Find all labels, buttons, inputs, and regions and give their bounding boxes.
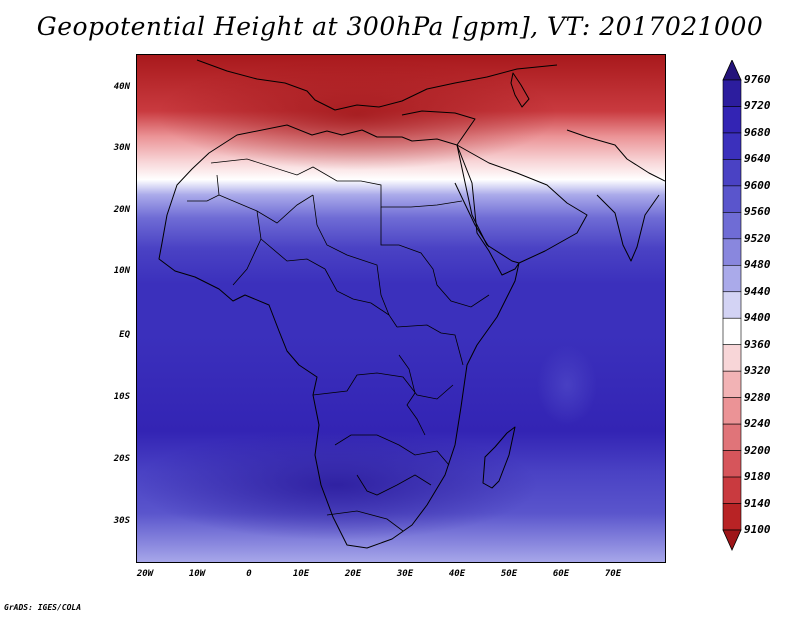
coastlines <box>158 59 665 549</box>
lon-tick-label: 60E <box>552 569 570 579</box>
colorbar-box <box>722 264 742 293</box>
geopotential-field <box>137 55 665 562</box>
credit-text: GrADS: IGES/COLA <box>4 603 82 612</box>
lon-tick-label: 0 <box>246 569 252 579</box>
lon-tick-label: 50E <box>500 569 518 579</box>
lat-tick-label: EQ <box>119 330 130 340</box>
lat-tick-label: 30N <box>113 143 130 153</box>
colorbar-box <box>722 291 742 319</box>
colorbar-label: 9360 <box>744 337 771 351</box>
colorbar-box <box>722 503 742 531</box>
lon-tick-label: 20E <box>344 569 362 579</box>
colorbar-cap-bottom <box>722 529 742 551</box>
colorbar-label: 9520 <box>744 231 771 245</box>
lat-tick-label: 10S <box>113 392 130 402</box>
colorbar-box <box>722 238 742 266</box>
colorbar <box>722 60 742 551</box>
colorbar-label: 9180 <box>744 470 771 484</box>
colorbar-cap-top <box>722 60 742 81</box>
colorbar-label: 9400 <box>744 311 771 325</box>
colorbar-label: 9600 <box>744 178 771 192</box>
colorbar-box <box>722 212 742 240</box>
colorbar-box <box>722 159 742 187</box>
lat-tick-label: 20S <box>113 454 130 464</box>
colorbar-box <box>722 132 742 160</box>
lat-tick-label: 10N <box>113 266 130 276</box>
colorbar-label: 9320 <box>744 364 771 378</box>
map-title: Geopotential Height at 300hPa [gpm], VT:… <box>36 12 764 41</box>
colorbar-box <box>722 185 742 213</box>
colorbar-label: 9560 <box>744 205 771 219</box>
lon-tick-label: 10E <box>292 569 310 579</box>
colorbar-label: 9240 <box>744 417 771 431</box>
lon-tick-label: 10W <box>188 569 206 579</box>
lon-tick-label: 40E <box>448 569 466 579</box>
lon-tick-label: 20W <box>136 569 154 579</box>
colorbar-box <box>722 344 742 372</box>
lat-tick-label: 40N <box>113 82 130 92</box>
colorbar-label: 9280 <box>744 390 771 404</box>
colorbar-label: 9200 <box>744 443 771 457</box>
colorbar-label: 9140 <box>744 496 771 510</box>
lon-tick-label: 70E <box>604 569 622 579</box>
colorbar-box <box>722 370 742 398</box>
colorbar-label: 9760 <box>744 73 771 86</box>
colorbar-label: 9480 <box>744 258 771 272</box>
colorbar-label: 9640 <box>744 152 771 166</box>
colorbar-box <box>722 423 742 451</box>
colorbar-box <box>722 317 742 346</box>
lat-tick-label: 30S <box>113 516 130 526</box>
colorbar-box <box>722 450 742 478</box>
colorbar-label: 9440 <box>744 284 771 298</box>
colorbar-box <box>722 79 742 107</box>
colorbar-label: 9720 <box>744 99 771 113</box>
lon-tick-label: 30E <box>396 569 414 579</box>
country-borders <box>187 158 490 532</box>
colorbar-box <box>722 106 742 134</box>
lat-tick-label: 20N <box>113 205 130 215</box>
colorbar-label: 9100 <box>744 523 771 536</box>
map-panel <box>136 54 666 563</box>
colorbar-label: 9680 <box>744 125 771 139</box>
colorbar-box <box>722 397 742 425</box>
colorbar-box <box>722 476 742 504</box>
